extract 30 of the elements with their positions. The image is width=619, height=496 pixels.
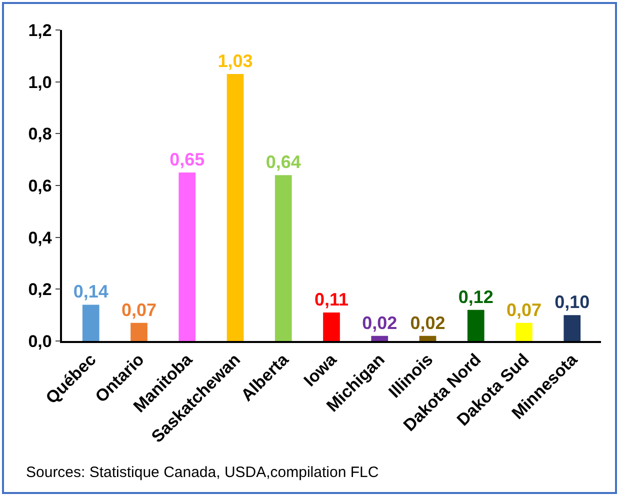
bar [467, 310, 484, 341]
data-label: 1,03 [218, 51, 253, 72]
bar [419, 336, 436, 341]
y-tick-label: 0,4 [28, 228, 52, 248]
data-label: 0,65 [170, 150, 205, 170]
data-label: 0,14 [73, 282, 108, 302]
bar [564, 315, 581, 341]
data-label: 0,64 [266, 152, 301, 172]
bar [274, 175, 292, 341]
y-tick-label: 1,2 [28, 20, 52, 40]
data-label: 0,07 [121, 300, 157, 320]
y-tick-label: 1,0 [28, 72, 52, 92]
data-label: 0,02 [362, 312, 398, 333]
data-label: 0,07 [506, 300, 542, 320]
data-label: 0,12 [458, 286, 494, 307]
bar [516, 322, 532, 341]
bar [130, 322, 148, 341]
bar [371, 336, 388, 341]
bar [323, 312, 340, 341]
y-tick-label: 0,6 [28, 176, 52, 196]
bar [178, 172, 196, 341]
data-label: 0,10 [554, 292, 590, 312]
data-label: 0,11 [314, 289, 349, 310]
bar [226, 74, 244, 341]
y-tick-label: 0,0 [28, 332, 52, 351]
source-note: Sources: Statistique Canada, USDA,compilation FLC [26, 464, 379, 481]
data-label: 0,02 [410, 312, 446, 333]
bar [82, 304, 100, 341]
y-tick-label: 0,2 [28, 280, 52, 300]
y-tick-label: 0,8 [28, 124, 52, 144]
